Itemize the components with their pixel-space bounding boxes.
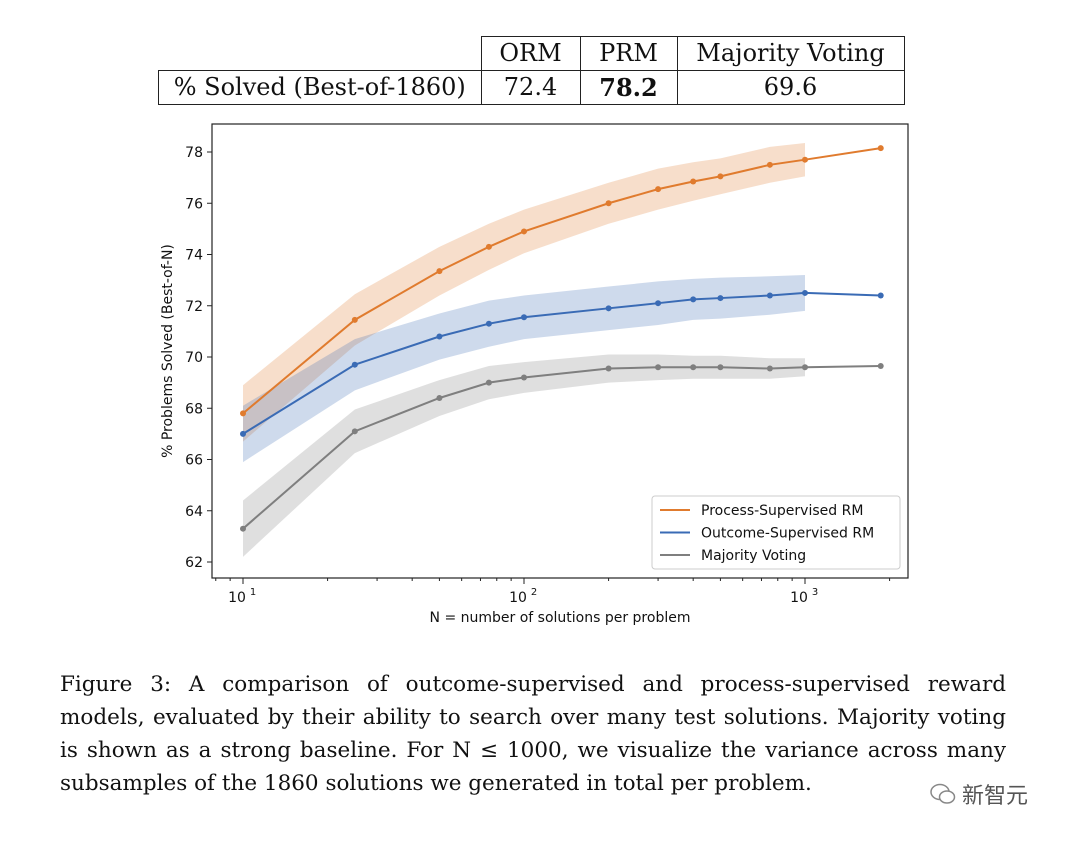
series-line-0 [242, 147, 881, 415]
table-header-prm: PRM [579, 36, 678, 71]
data-point [605, 305, 612, 312]
data-point [690, 364, 697, 371]
x-tick-exponent: 1 [250, 587, 256, 598]
table-header-empty [158, 36, 482, 71]
x-tick-exponent: 2 [531, 587, 537, 598]
y-tick-label: 74 [185, 248, 203, 264]
table-cell-orm: 72.4 [480, 70, 581, 105]
data-point [436, 395, 443, 401]
table-row-label: % Solved (Best-of-1860) [158, 70, 482, 105]
data-point [240, 430, 246, 437]
data-point [877, 292, 884, 299]
results-table: ORM PRM Majority Voting % Solved (Best-o… [158, 36, 905, 105]
x-tick-label: 10 [790, 590, 808, 606]
data-point [436, 268, 443, 275]
variance-band-1 [243, 275, 805, 463]
data-point [351, 361, 358, 368]
data-point [766, 292, 773, 299]
data-point [521, 228, 527, 235]
legend-label: Process-Supervised RM [701, 503, 863, 519]
legend-label: Majority Voting [701, 548, 806, 564]
plot-frame [211, 123, 909, 579]
table-row: % Solved (Best-of-1860) 72.4 78.2 69.6 [158, 70, 905, 105]
watermark-text: 新智元 [962, 784, 1029, 809]
data-point [655, 300, 662, 307]
y-tick-label: 66 [185, 453, 203, 469]
data-point [766, 161, 773, 168]
variance-band-2 [243, 354, 805, 557]
x-tick-label: 10 [509, 590, 527, 606]
x-tick-label: 10 [228, 590, 246, 606]
x-tick-exponent: 3 [812, 587, 818, 598]
table-cell-majority: 69.6 [676, 70, 905, 105]
x-axis-label: N = number of solutions per problem [430, 610, 691, 626]
y-tick-label: 72 [185, 299, 203, 315]
data-point [802, 364, 808, 371]
data-point [240, 410, 246, 417]
data-point [655, 364, 662, 371]
legend-label: Outcome-Supervised RM [701, 526, 874, 542]
y-tick-label: 62 [185, 555, 203, 571]
y-tick-label: 68 [185, 401, 203, 417]
data-point [802, 156, 808, 163]
y-tick-label: 70 [185, 350, 203, 366]
data-point [690, 296, 697, 303]
line-chart: 62 64 66 68 70 72 74 76 78 10 1 10 2 10 3 N = number of… [160, 123, 909, 626]
data-point [351, 316, 358, 323]
data-point [802, 289, 808, 296]
table-header-row: ORM PRM Majority Voting [158, 36, 905, 71]
legend-box [651, 495, 901, 570]
data-point [717, 173, 724, 180]
table-cell-prm: 78.2 [579, 70, 678, 105]
data-point [351, 428, 358, 435]
wechat-icon [930, 783, 956, 804]
data-point [605, 365, 612, 372]
y-tick-label: 76 [185, 196, 203, 212]
data-point [521, 374, 527, 381]
table-header-orm: ORM [480, 36, 581, 71]
series-line-2 [242, 364, 881, 530]
data-point [485, 320, 492, 327]
watermark: 新智元 [930, 778, 1028, 810]
data-point [485, 379, 492, 386]
data-point [605, 200, 612, 207]
data-point [655, 186, 662, 193]
variance-band-0 [243, 143, 805, 442]
y-axis-label: % Problems Solved (Best-of-N) [160, 244, 176, 458]
data-point [240, 525, 246, 532]
data-point [877, 145, 884, 152]
data-point [717, 295, 724, 302]
series-line-1 [242, 291, 881, 435]
data-point [436, 333, 443, 340]
data-point [766, 365, 773, 372]
data-point [717, 364, 724, 371]
y-tick-label: 78 [185, 145, 203, 161]
table-header-majority: Majority Voting [676, 36, 905, 71]
data-point [877, 362, 884, 369]
y-tick-label: 64 [185, 504, 203, 520]
data-point [485, 243, 492, 250]
data-point [690, 178, 697, 185]
figure-caption: Figure 3: A comparison of outcome-superv… [60, 672, 1006, 796]
data-point [521, 314, 527, 321]
